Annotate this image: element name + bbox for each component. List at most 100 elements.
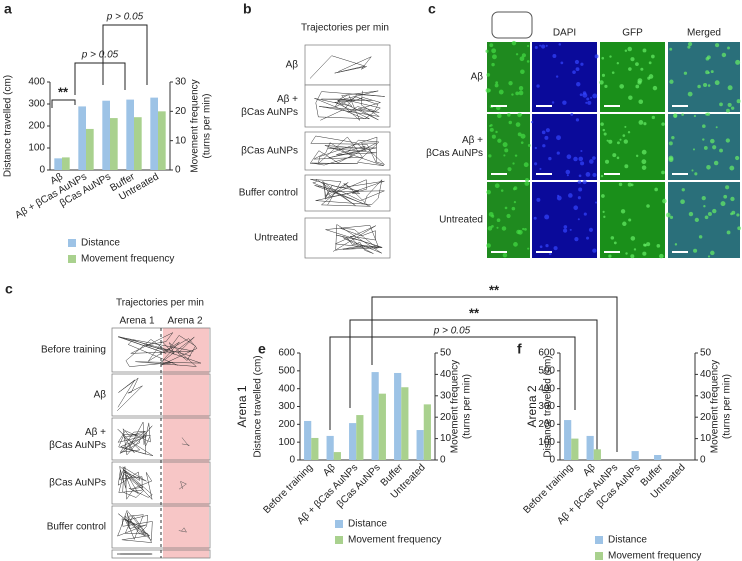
y2-tick-label: 50 bbox=[440, 348, 452, 359]
bar bbox=[586, 435, 594, 460]
significance-bracket bbox=[51, 99, 76, 108]
cell-dot bbox=[588, 227, 594, 232]
cell-dot bbox=[574, 237, 579, 242]
cell-dot bbox=[539, 167, 542, 170]
y2-tick-label: 50 bbox=[700, 348, 712, 359]
legend-swatch bbox=[335, 520, 343, 528]
cell-dot bbox=[668, 141, 673, 146]
cell-dot bbox=[600, 174, 604, 178]
y-tick-label: 100 bbox=[28, 143, 45, 154]
cell-dot bbox=[570, 112, 574, 116]
cell-dot bbox=[641, 149, 647, 155]
cell-dot bbox=[681, 188, 685, 192]
cell-dot bbox=[725, 108, 730, 113]
y-tick-label: 0 bbox=[289, 455, 295, 466]
trajectory bbox=[314, 90, 385, 121]
cell-dot bbox=[624, 164, 629, 169]
row-label: Untreated bbox=[254, 233, 298, 244]
y2-tick-label: 20 bbox=[175, 106, 187, 117]
bar bbox=[571, 438, 579, 460]
cell-dot bbox=[566, 174, 569, 177]
cell-dot bbox=[707, 84, 711, 87]
trajectory bbox=[181, 437, 190, 447]
cell-dot bbox=[608, 254, 612, 258]
cell-dot bbox=[498, 89, 504, 95]
cell-dot bbox=[527, 144, 531, 147]
y2-axis-label: Movement frequency bbox=[190, 79, 201, 172]
trajectory bbox=[325, 224, 383, 254]
cell-dot bbox=[594, 201, 598, 204]
y2-axis-label: (turns per min) bbox=[202, 93, 213, 158]
cell-dot bbox=[661, 122, 665, 126]
cell-dot bbox=[485, 49, 489, 53]
cell-dot bbox=[706, 55, 711, 60]
cell-dot bbox=[489, 127, 494, 132]
bar bbox=[110, 118, 118, 170]
cell-dot bbox=[648, 61, 652, 65]
micrograph bbox=[532, 182, 597, 258]
row-label: βCas AuNPs bbox=[426, 148, 483, 159]
annotation: ** bbox=[58, 84, 69, 99]
cell-dot bbox=[604, 159, 610, 164]
cell-dot bbox=[592, 172, 597, 178]
cell-dot bbox=[569, 228, 572, 231]
row-label: βCas AuNPs bbox=[241, 146, 298, 157]
cell-dot bbox=[702, 124, 706, 129]
y2-tick-label: 0 bbox=[175, 165, 181, 176]
cell-dot bbox=[545, 44, 548, 47]
cell-dot bbox=[662, 198, 667, 204]
cell-dot bbox=[533, 216, 537, 220]
trajectory bbox=[178, 480, 187, 490]
cell-dot bbox=[588, 159, 594, 164]
cell-dot bbox=[489, 43, 494, 48]
cell-dot bbox=[508, 81, 513, 86]
panel-label: b bbox=[243, 1, 252, 17]
cell-dot bbox=[526, 44, 530, 48]
legend-swatch bbox=[68, 239, 76, 247]
cell-dot bbox=[519, 113, 523, 116]
cell-dot bbox=[611, 71, 615, 74]
cell-dot bbox=[583, 212, 587, 216]
panel-label: f bbox=[517, 341, 522, 357]
cell-dot bbox=[486, 189, 491, 195]
cell-dot bbox=[712, 208, 717, 214]
cell-dot bbox=[703, 82, 708, 88]
cell-dot bbox=[514, 154, 518, 157]
cell-dot bbox=[524, 227, 527, 231]
cell-dot bbox=[721, 52, 727, 58]
cell-dot bbox=[544, 135, 549, 140]
cell-dot bbox=[726, 230, 731, 235]
cell-dot bbox=[601, 73, 606, 77]
cell-dot bbox=[608, 139, 613, 144]
cell-dot bbox=[707, 255, 711, 258]
cell-dot bbox=[616, 62, 620, 65]
cell-dot bbox=[504, 148, 509, 153]
cell-dot bbox=[574, 59, 580, 65]
cell-dot bbox=[579, 93, 583, 97]
cell-dot bbox=[488, 211, 494, 217]
cell-dot bbox=[602, 128, 606, 132]
cell-dot bbox=[495, 81, 499, 85]
cell-dot bbox=[669, 47, 673, 51]
column-header: Merged bbox=[687, 28, 721, 39]
y-tick-label: 100 bbox=[538, 437, 555, 448]
cell-dot bbox=[713, 160, 719, 166]
trajectory-box bbox=[304, 174, 391, 212]
micrograph bbox=[532, 114, 597, 180]
annotation: ** bbox=[489, 282, 500, 297]
trajectory-box bbox=[111, 373, 211, 417]
cell-dot bbox=[520, 141, 524, 145]
cell-dot bbox=[511, 206, 516, 211]
cell-dot bbox=[494, 83, 499, 88]
legend-swatch bbox=[335, 536, 343, 544]
cell-dot bbox=[687, 41, 693, 47]
row-label: Aβ + bbox=[462, 135, 483, 146]
cell-dot bbox=[665, 212, 671, 218]
trajectory-box bbox=[111, 505, 211, 549]
cell-dot bbox=[637, 80, 642, 85]
bar bbox=[134, 117, 142, 170]
cell-dot bbox=[523, 162, 529, 168]
bar bbox=[401, 387, 409, 460]
cell-dot bbox=[577, 180, 582, 184]
significance-bracket bbox=[371, 296, 618, 452]
